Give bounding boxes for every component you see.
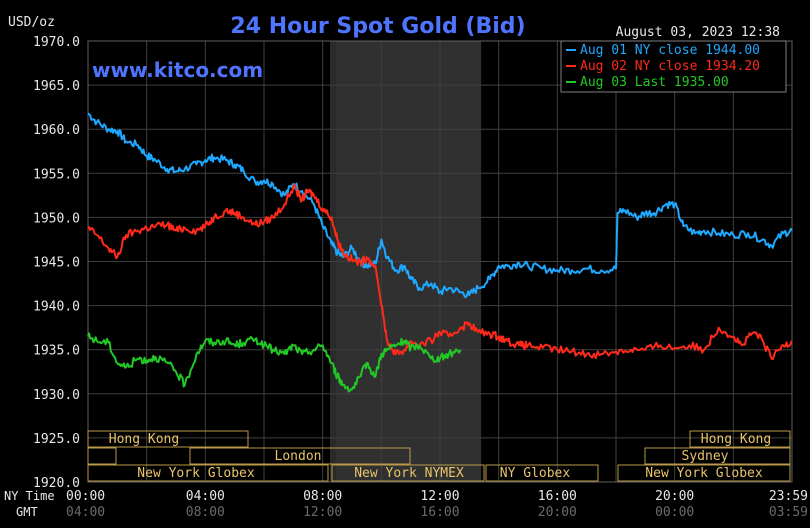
series-line-2: [87, 183, 793, 361]
legend-entry: Aug 01 NY close 1944.00: [580, 43, 760, 58]
x-tick-label-gmt: 03:59: [769, 505, 808, 520]
y-tick-label: 1930.0: [33, 388, 80, 403]
ny-time-label: NY Time: [4, 489, 55, 503]
x-tick-label-gmt: 08:00: [186, 505, 225, 520]
y-tick-label: 1965.0: [33, 79, 80, 94]
series-line-3: [87, 332, 462, 393]
market-label-hong-kong-right: Hong Kong: [701, 432, 771, 447]
market-label-ny-globex-b: NY Globex: [500, 466, 571, 481]
x-tick-label-gmt: 04:00: [66, 505, 105, 520]
x-axis-ticks: 00:0004:0004:0008:0008:0012:0012:0016:00…: [66, 489, 808, 520]
market-box-london: [189, 447, 411, 465]
y-tick-label: 1935.0: [33, 344, 80, 359]
y-tick-label: 1960.0: [33, 123, 80, 138]
chart-title: 24 Hour Spot Gold (Bid): [230, 14, 525, 39]
x-tick-label-ny: 12:00: [420, 489, 459, 504]
x-tick-label-gmt: 12:00: [303, 505, 342, 520]
x-tick-label-ny: 08:00: [303, 489, 342, 504]
x-tick-label-gmt: 00:00: [655, 505, 694, 520]
market-label-ny-nymex: New York NYMEX: [354, 466, 464, 481]
series-lines: [87, 112, 793, 393]
market-box-hong-kong-right: [689, 430, 791, 448]
market-box-ny-globex-a: [87, 464, 329, 482]
y-axis-ticks: 1970.0 1965.0 1960.0 1955.0 1950.0 1945.0 1940…: [33, 35, 80, 491]
y-tick-label: 1920.0: [33, 476, 80, 491]
chart-datetime: August 03, 2023 12:38: [616, 25, 780, 40]
y-tick-label: 1970.0: [33, 35, 80, 50]
x-tick-label-ny: 04:00: [186, 489, 225, 504]
legend-entry: Aug 03 Last 1935.00: [580, 75, 729, 90]
x-tick-label-gmt: 20:00: [538, 505, 577, 520]
market-label-london: London: [275, 449, 322, 464]
x-tick-label-ny: 23:59: [769, 489, 808, 504]
market-box-london-left: [87, 447, 117, 465]
y-tick-label: 1950.0: [33, 211, 80, 226]
y-tick-label: 1945.0: [33, 256, 80, 271]
plot-frame: [87, 40, 793, 483]
watermark-url: www.kitco.com: [92, 58, 263, 82]
x-tick-label-ny: 20:00: [655, 489, 694, 504]
market-label-ny-globex-c: New York Globex: [645, 466, 763, 481]
legend-box: [560, 40, 787, 93]
x-tick-label-ny: 00:00: [66, 489, 105, 504]
gmt-label: GMT: [16, 505, 38, 519]
market-sessions: Hong Kong Hong Kong London Sydney New Yo…: [87, 430, 791, 482]
y-tick-label: 1940.0: [33, 300, 80, 315]
market-label-sydney: Sydney: [682, 449, 729, 464]
market-label-hong-kong-left: Hong Kong: [109, 432, 179, 447]
market-box-ny-globex-c: [617, 464, 791, 482]
grid-lines: [87, 40, 793, 483]
x-tick-label-gmt: 16:00: [420, 505, 459, 520]
x-tick-label-ny: 16:00: [538, 489, 577, 504]
market-box-hong-kong-left: [87, 430, 249, 448]
market-box-ny-nymex: [331, 464, 485, 482]
y-tick-label: 1955.0: [33, 167, 80, 182]
y-tick-label: 1925.0: [33, 432, 80, 447]
legend-entry: Aug 02 NY close 1934.20: [580, 59, 760, 74]
market-label-ny-globex-a: New York Globex: [137, 466, 255, 481]
market-box-sydney: [644, 447, 791, 465]
market-box-ny-globex-b: [485, 464, 599, 482]
currency-label: USD/oz: [8, 15, 55, 30]
series-line-1: [87, 112, 793, 298]
